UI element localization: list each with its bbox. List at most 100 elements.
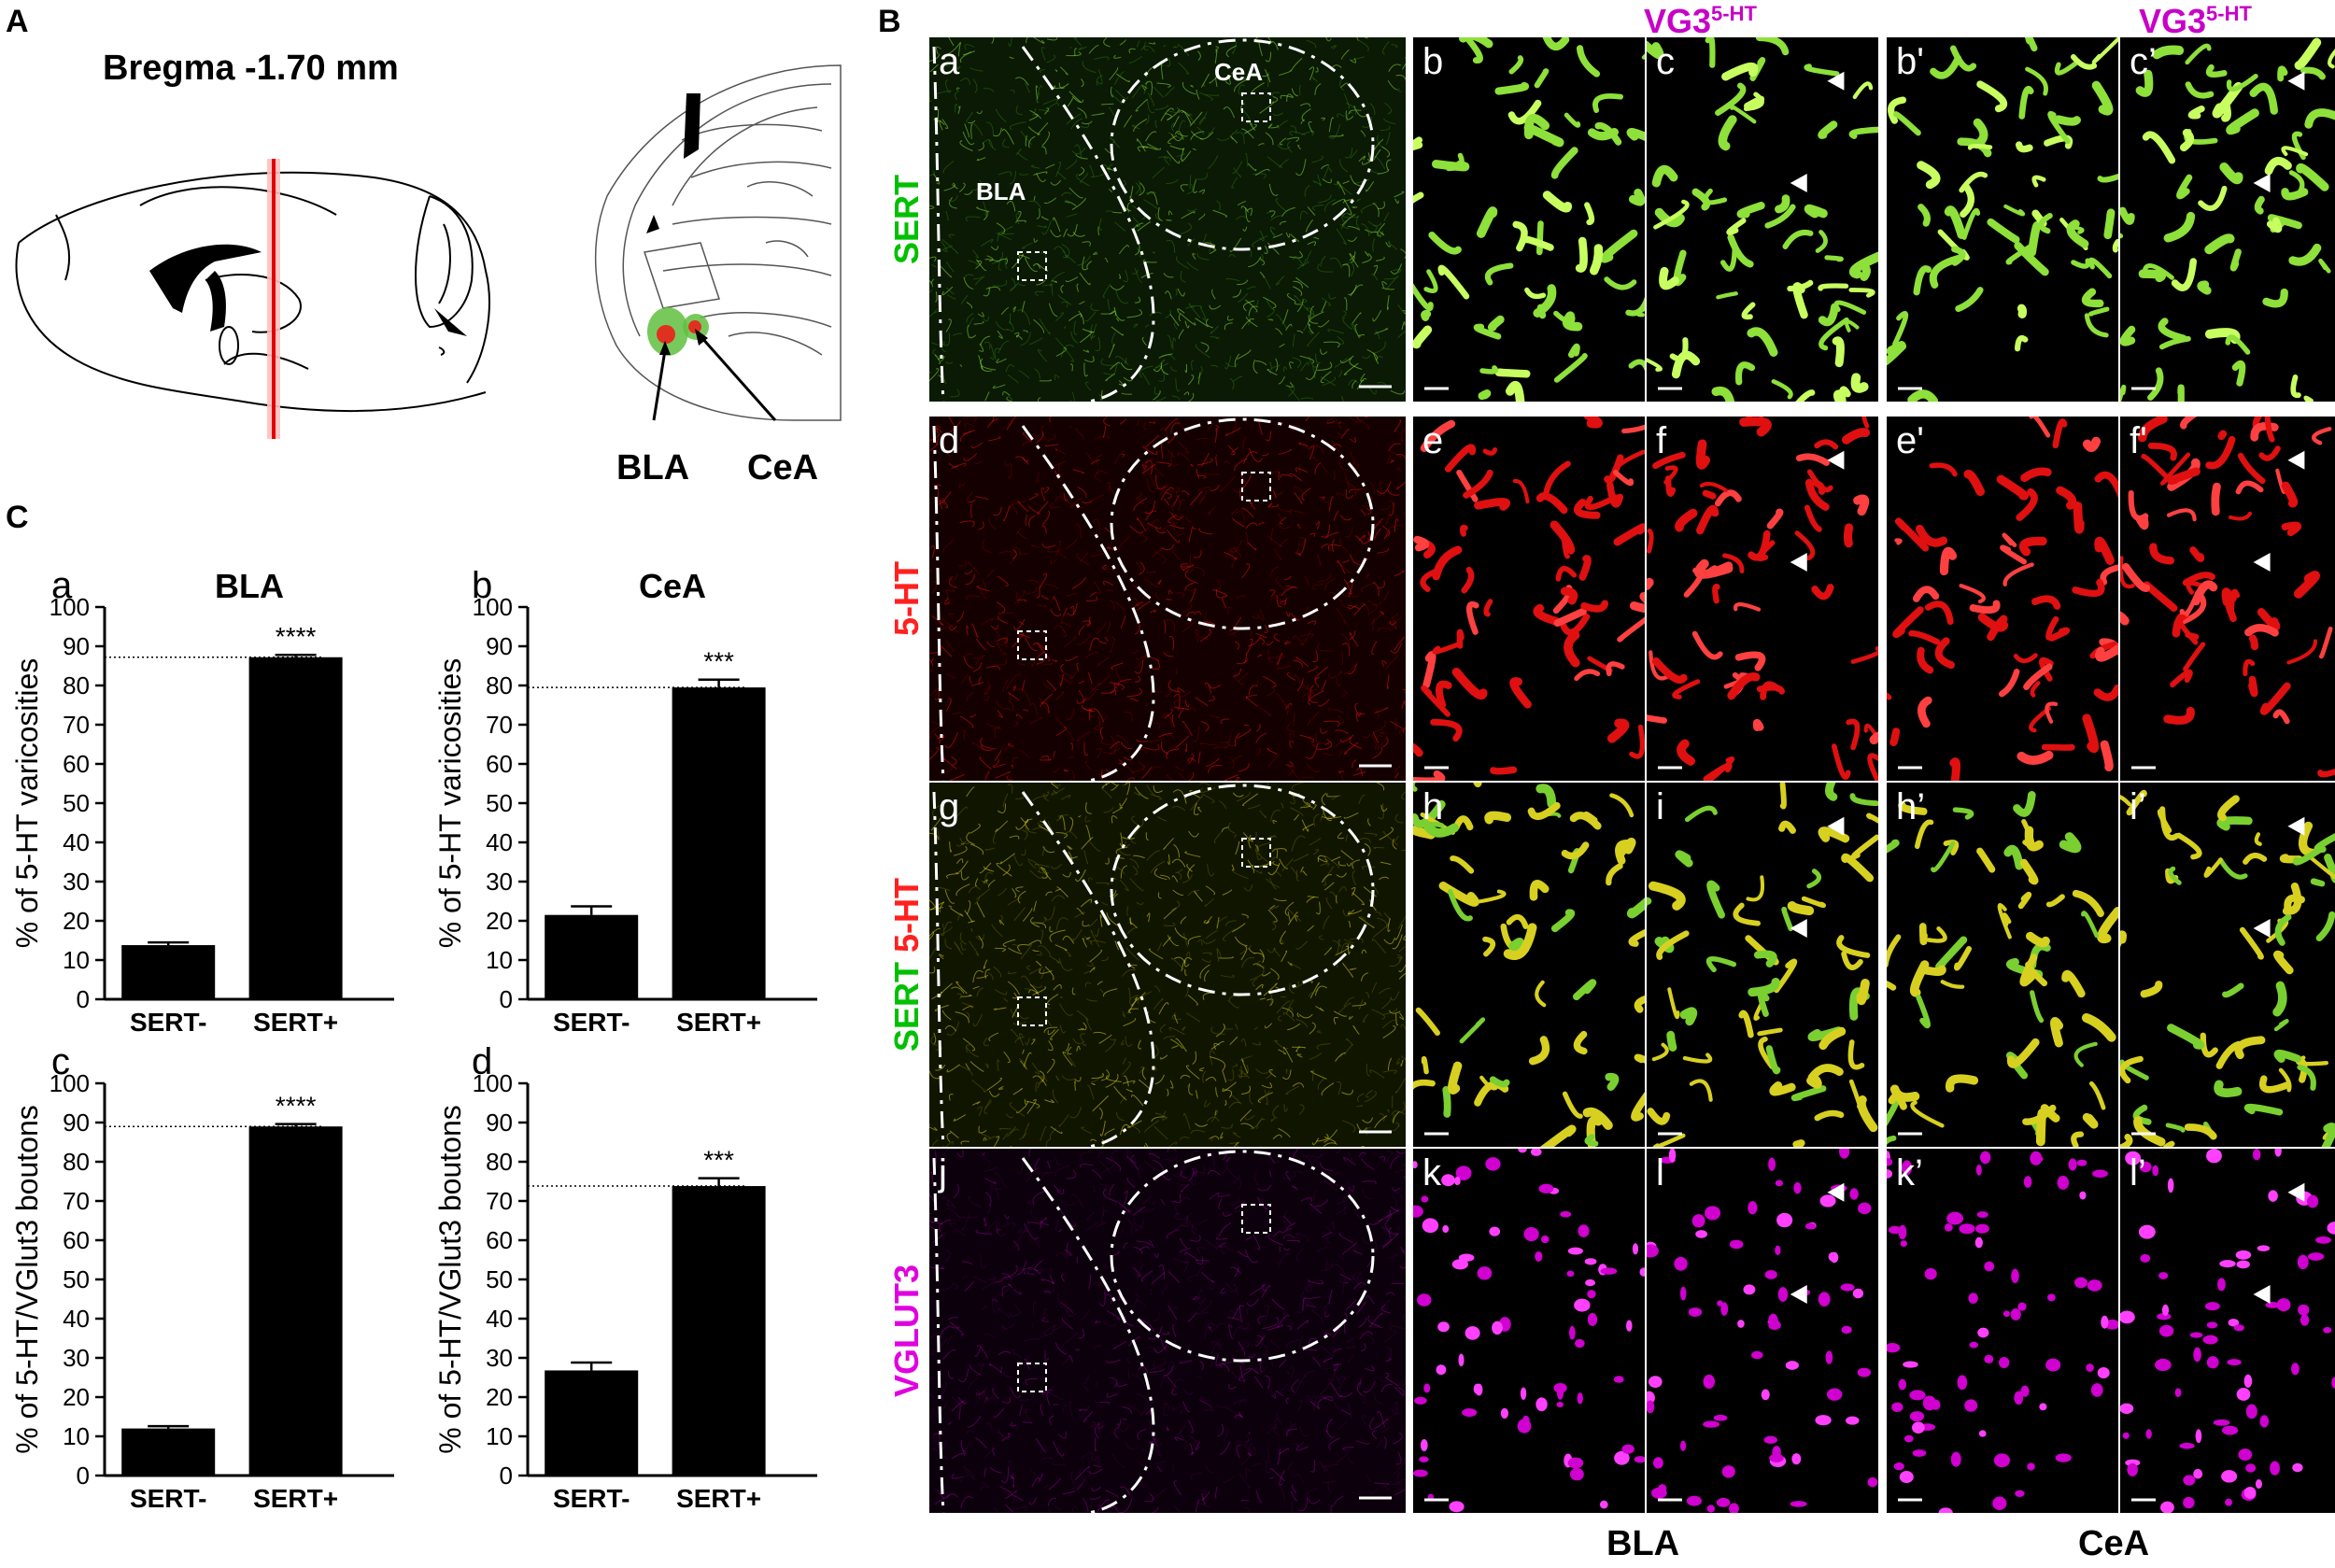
chart-d: d 0 10 20 30 40 50 60 70 80 90 100% of 5-HT/VGlut3 … [433, 1041, 817, 1513]
y-tick-label: 30 [63, 868, 90, 896]
y-tick-label: 70 [486, 711, 513, 739]
x-tick-label: SERT+ [676, 1484, 761, 1513]
sub-panel-letter: b' [1896, 41, 1924, 82]
x-tick-label: SERT- [553, 1484, 630, 1513]
micrograph-zoom-1-1: e [1413, 417, 1645, 781]
sub-panel-letter: h [1422, 786, 1444, 827]
micrograph-texture [1413, 1149, 1645, 1513]
micrograph-texture [2120, 417, 2335, 778]
micrograph-zoom-2-4: i’ [2120, 783, 2335, 1147]
x-tick-label: SERT+ [253, 1484, 338, 1513]
micrograph-overview-1: d [929, 417, 1406, 781]
chart-title: BLA [215, 567, 284, 605]
micrograph-zoom-0-1: b [1413, 37, 1645, 402]
micrograph-texture [1647, 417, 1878, 781]
sub-panel-letter: i [1656, 786, 1664, 827]
micrograph-texture [929, 1149, 1406, 1513]
micrograph-texture [1647, 37, 1878, 402]
sub-panel-letter: a [939, 41, 960, 82]
y-tick-label: 90 [63, 1109, 90, 1137]
micrograph-zoom-1-4: f' [2120, 417, 2335, 781]
bar-sert [121, 945, 216, 999]
bar-sert [672, 687, 766, 999]
y-tick-label: 70 [486, 1187, 513, 1215]
micrograph-texture [1887, 37, 2118, 402]
micrograph-texture [929, 37, 1406, 402]
chart-sub-letter: a [51, 565, 73, 606]
micrograph-zoom-3-3: k’ [1887, 1149, 2118, 1513]
sub-panel-letter: j [939, 1152, 947, 1194]
sagittal-brain-schematic [15, 159, 490, 439]
y-tick-label: 100 [473, 1069, 513, 1097]
y-tick-label: 90 [63, 632, 90, 660]
column-head-cea: VG35-HT [2139, 2, 2252, 40]
y-tick-label: 80 [63, 671, 90, 699]
sub-panel-letter: b [1422, 41, 1444, 82]
micrograph-zoom-1-3: e' [1887, 417, 2118, 781]
y-tick-label: 40 [63, 828, 90, 856]
bar-sert [545, 914, 639, 999]
y-tick-label: 0 [500, 1462, 513, 1490]
sub-panel-letter: d [939, 420, 960, 461]
chart-b: b CeA 0 10 20 30 40 50 60 70 80 90 100 % of 5-HT vari… [433, 565, 817, 1037]
micrograph-texture [1647, 783, 1878, 1147]
y-tick-label: 100 [50, 1069, 90, 1097]
y-tick-label: 90 [486, 1109, 513, 1137]
y-tick-label: 90 [486, 632, 513, 660]
chart-sub-letter: b [472, 565, 492, 606]
chart-sub-letter: d [472, 1041, 492, 1082]
y-tick-label: 50 [63, 1265, 90, 1293]
y-tick-label: 10 [486, 1422, 513, 1450]
panel-a-letter: A [6, 4, 29, 39]
x-tick-label: SERT- [130, 1484, 206, 1513]
micrograph-texture [1413, 783, 1645, 1147]
bar-sert [248, 1126, 343, 1476]
row-label-2: SERT 5-HT [887, 877, 926, 1052]
micrograph-texture [1647, 1149, 1878, 1513]
coronal-brain-schematic [594, 64, 842, 421]
sub-panel-letter: l [1656, 1152, 1664, 1194]
micrograph-zoom-1-2: f [1647, 417, 1878, 781]
micrograph-texture [1887, 417, 2118, 781]
chart-title: CeA [639, 567, 706, 605]
y-tick-label: 70 [63, 711, 90, 739]
y-tick-label: 80 [486, 1148, 513, 1176]
panel-c-letter: C [6, 500, 29, 535]
sub-panel-letter: e' [1896, 420, 1924, 461]
bottom-label-bla: BLA [1606, 1524, 1680, 1563]
y-tick-label: 60 [486, 750, 513, 778]
micrograph-zoom-0-3: b' [1887, 37, 2118, 402]
bottom-label-cea: CeA [2078, 1524, 2150, 1563]
bar-sert [672, 1186, 766, 1476]
sub-panel-letter: g [939, 786, 960, 827]
y-tick-label: 20 [63, 907, 90, 935]
y-tick-label: 60 [486, 1226, 513, 1254]
y-tick-label: 50 [486, 789, 513, 817]
sub-panel-letter: f [1656, 420, 1667, 461]
micrograph-zoom-2-2: i [1647, 783, 1878, 1147]
micrograph-zoom-0-4: c’ [2120, 37, 2335, 402]
y-tick-label: 10 [63, 1422, 90, 1450]
schematic-label-bla: BLA [616, 448, 690, 487]
y-axis-label: % of 5-HT varicosities [433, 658, 467, 949]
micrograph-zoom-2-1: h [1413, 783, 1645, 1147]
bar-sert [545, 1370, 639, 1476]
y-tick-label: 60 [63, 1226, 90, 1254]
micrograph-overview-0: a BLA CeA [929, 37, 1406, 402]
micrograph-zoom-3-1: k [1413, 1149, 1645, 1513]
micrograph-texture [1887, 791, 2118, 1147]
panel-b-letter: B [878, 4, 901, 39]
y-tick-label: 20 [63, 1383, 90, 1411]
y-axis-label: % of 5-HT/VGlut3 boutons [433, 1105, 467, 1454]
sub-panel-letter: f' [2130, 420, 2147, 461]
bar-charts: a BLA 0 10 20 30 40 50 60 70 80 90 100 % of 5-HT vari… [10, 565, 817, 1513]
y-tick-label: 40 [63, 1305, 90, 1333]
y-tick-label: 40 [486, 1305, 513, 1333]
significance-label: *** [703, 1146, 734, 1175]
x-tick-label: SERT- [553, 1008, 630, 1037]
row-label-0: SERT [887, 174, 926, 264]
row-label-3: VGLUT3 [887, 1264, 926, 1397]
micrograph-zoom-0-2: c [1647, 37, 1878, 402]
x-tick-label: SERT+ [676, 1008, 761, 1037]
sub-panel-letter: k [1422, 1152, 1441, 1194]
